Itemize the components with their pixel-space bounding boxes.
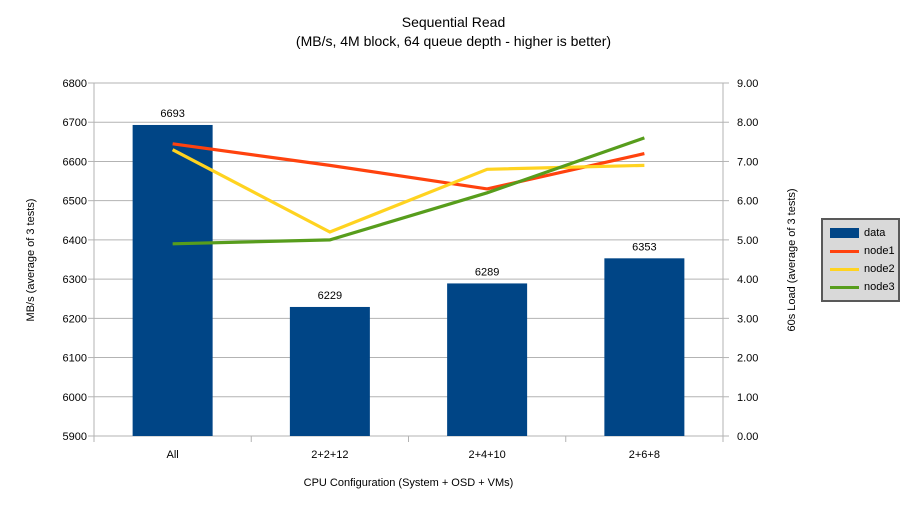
x-category-label: 2+4+10 xyxy=(468,449,505,461)
y-left-tick-label: 5900 xyxy=(63,431,87,443)
legend-label: node3 xyxy=(864,280,895,293)
right-axis-title: 60s Load (average of 3 tests) xyxy=(786,188,798,332)
legend-swatch-data xyxy=(830,228,859,238)
line-node2 xyxy=(171,148,645,234)
legend-swatch-node3 xyxy=(830,285,859,289)
bar-value-label: 6353 xyxy=(632,241,656,253)
x-category-label: All xyxy=(167,449,179,461)
bar-2+2+12 xyxy=(289,306,370,436)
legend-swatch-node1 xyxy=(830,249,859,253)
legend: data node1 node2 node3 xyxy=(821,218,900,302)
y-right-tick-label: 0.00 xyxy=(737,431,758,443)
y-left-tick-label: 6500 xyxy=(63,196,87,208)
y-left-tick-label: 6700 xyxy=(63,117,87,129)
line-node3 xyxy=(172,136,645,246)
x-category-label: 2+2+12 xyxy=(311,449,348,461)
y-right-tick-label: 6.00 xyxy=(737,196,758,208)
y-left-tick-label: 6100 xyxy=(63,353,87,365)
y-right-tick-label: 2.00 xyxy=(737,353,758,365)
y-left-tick-label: 6200 xyxy=(63,313,87,325)
bar-value-label: 6229 xyxy=(318,290,342,302)
x-category-label: 2+6+8 xyxy=(629,449,660,461)
legend-label: data xyxy=(864,226,886,239)
y-right-tick-label: 5.00 xyxy=(737,235,758,247)
chart-title: Sequential Read xyxy=(401,14,506,30)
y-right-tick-label: 1.00 xyxy=(737,392,758,404)
line-node1 xyxy=(172,142,645,191)
y-left-tick-label: 6600 xyxy=(63,156,87,168)
legend-item-node1: node1 xyxy=(830,242,898,260)
y-left-tick-label: 6400 xyxy=(63,235,87,247)
y-right-tick-label: 3.00 xyxy=(737,313,758,325)
legend-label: node1 xyxy=(864,244,895,257)
bar-2+6+8 xyxy=(604,258,685,436)
bar-2+4+10 xyxy=(447,283,528,436)
legend-label: node2 xyxy=(864,262,895,275)
bar-value-label: 6693 xyxy=(160,108,184,120)
y-right-tick-label: 8.00 xyxy=(737,117,758,129)
x-axis-title: CPU Configuration (System + OSD + VMs) xyxy=(303,477,514,489)
bar-All xyxy=(132,124,213,437)
y-right-tick-label: 4.00 xyxy=(737,274,758,286)
legend-item-data: data xyxy=(830,224,898,242)
y-right-tick-label: 7.00 xyxy=(737,156,758,168)
y-right-tick-label: 9.00 xyxy=(737,78,758,90)
legend-swatch-node2 xyxy=(830,267,859,271)
chart-subtitle: (MB/s, 4M block, 64 queue depth - higher… xyxy=(295,33,612,49)
y-left-tick-label: 6300 xyxy=(63,274,87,286)
left-axis-title: MB/s (average of 3 tests) xyxy=(25,198,37,322)
bar-value-label: 6289 xyxy=(475,266,499,278)
y-left-tick-label: 6800 xyxy=(63,78,87,90)
legend-item-node3: node3 xyxy=(830,278,898,296)
y-left-tick-label: 6000 xyxy=(63,392,87,404)
legend-item-node2: node2 xyxy=(830,260,898,278)
